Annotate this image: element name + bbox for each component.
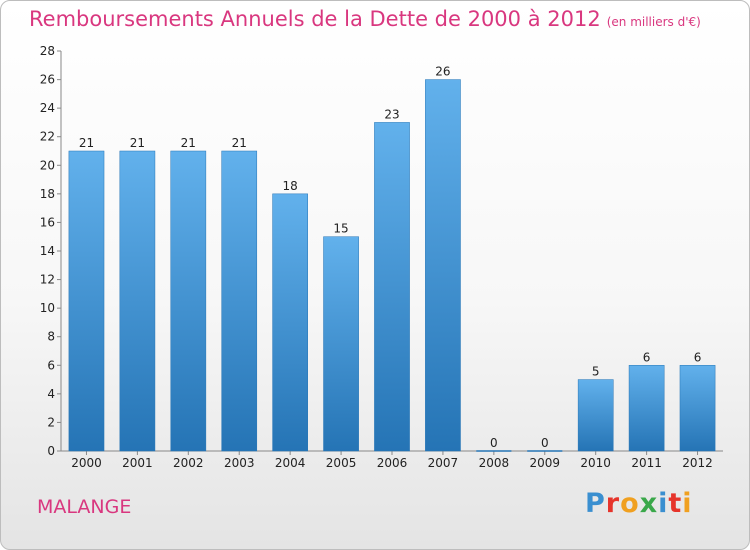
bar [679,365,716,452]
data-label: 5 [592,365,600,379]
logo-letter: x [639,488,659,519]
y-tick-label: 4 [47,387,55,401]
logo-letter: o [620,488,640,519]
y-tick-label: 20 [40,158,55,172]
data-label: 21 [181,136,196,150]
data-label: 0 [490,436,498,450]
logo-letter: i [658,488,669,519]
y-tick-label: 10 [40,301,55,315]
logo-letter: P [585,488,606,519]
bar [272,193,308,452]
y-tick-label: 16 [40,215,55,229]
proxiti-logo: Proxiti [585,488,693,519]
y-tick-label: 26 [40,73,55,87]
bar [68,150,105,452]
data-label: 21 [79,136,94,150]
chart-title: Remboursements Annuels de la Dette de 20… [29,7,701,31]
data-label: 26 [435,65,450,79]
logo-letter: r [605,488,621,519]
bar [119,150,156,452]
x-tick-label: 2003 [224,456,255,470]
y-tick-label: 18 [40,187,55,201]
bar [221,150,258,452]
x-tick-label: 2005 [326,456,357,470]
bar [170,150,207,452]
bar [577,379,614,452]
labels: 2000 21 2001 21 2002 21 2003 21 2004 18 2005 15 2006… [71,65,713,470]
x-tick-label: 2010 [580,456,611,470]
x-tick-label: 2004 [275,456,306,470]
data-label: 0 [541,436,549,450]
x-tick-label: 2011 [631,456,662,470]
data-label: 18 [283,179,298,193]
data-label: 6 [643,350,651,364]
x-tick-label: 2000 [71,456,102,470]
x-tick-label: 2012 [682,456,713,470]
bars [68,79,716,452]
x-tick-label: 2002 [173,456,204,470]
x-tick-label: 2009 [529,456,560,470]
bar [323,236,359,452]
data-label: 6 [694,350,702,364]
title-text: Remboursements Annuels de la Dette de 20… [29,7,601,31]
place-name: MALANGE [37,496,132,518]
y-tick-label: 8 [47,330,55,344]
y-tick-label: 24 [40,101,55,115]
y-tick-label: 2 [47,415,55,429]
y-tick-label: 28 [40,44,55,58]
data-label: 15 [333,222,348,236]
data-label: 23 [384,107,399,121]
logo-letter: t [668,488,683,519]
y-tick-label: 14 [40,244,55,258]
x-tick-label: 2007 [428,456,459,470]
y-tick-label: 12 [40,273,55,287]
x-tick-label: 2001 [122,456,153,470]
logo-letter: i [682,488,693,519]
data-label: 21 [130,136,145,150]
bar [425,79,461,452]
y-tick-label: 6 [47,358,55,372]
x-tick-label: 2008 [479,456,510,470]
y-tick-label: 0 [47,444,55,458]
bar [374,122,410,452]
bar [628,365,665,452]
chart-subtitle: (en milliers d'€) [606,15,701,29]
y-tick-label: 22 [40,130,55,144]
x-tick-label: 2006 [377,456,408,470]
data-label: 21 [232,136,247,150]
